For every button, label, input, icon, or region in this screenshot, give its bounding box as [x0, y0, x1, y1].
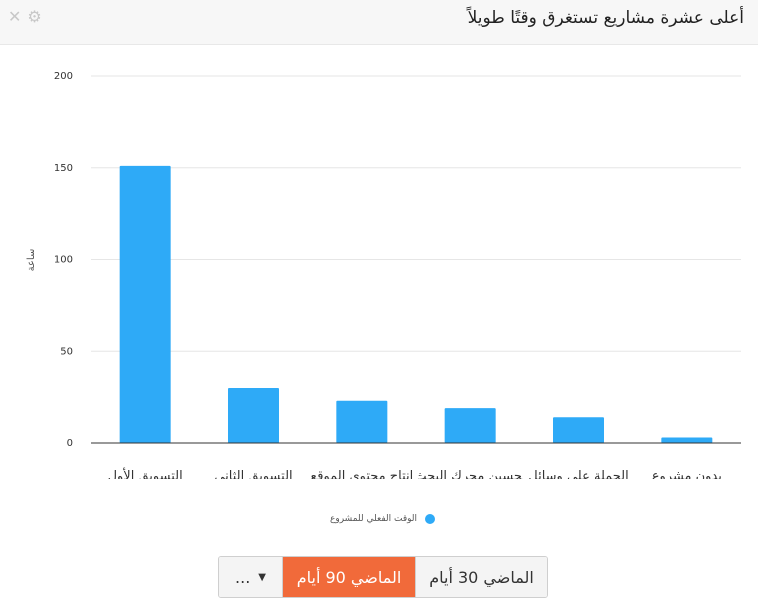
y-tick-label: 50: [60, 346, 73, 357]
bar-5[interactable]: [553, 417, 604, 443]
chart-legend[interactable]: الوقت الفعلي للمشروع: [330, 514, 436, 524]
y-axis-label: ساعة: [26, 249, 37, 272]
more-range-dropdown[interactable]: ... ▼: [219, 557, 283, 597]
time-range-buttons: ... ▼ الماضي 90 أيام الماضي 30 أيام: [218, 556, 548, 598]
y-tick-label: 0: [67, 438, 73, 449]
x-tick-label: الحملة على وسائل: [528, 469, 629, 484]
x-tick-label: تحسين محرك البحث: [414, 469, 526, 484]
bar-chart: 0 50 100 150 200 التسويق الأول التسويق الثانى…: [26, 71, 741, 484]
bar-6[interactable]: [661, 437, 713, 443]
gear-icon[interactable]: ⚙: [27, 7, 42, 26]
page-title: أعلى عشرة مشاريع تستغرق وقتًا طويلاً: [467, 8, 744, 28]
legend-marker: [425, 514, 436, 524]
chevron-down-icon: ▼: [258, 571, 266, 583]
last-90-days-button[interactable]: الماضي 90 أيام: [283, 557, 415, 597]
bar-2[interactable]: [228, 387, 279, 443]
x-axis-labels: التسويق الأول التسويق الثانى إنتاج محتوى ا…: [108, 467, 722, 484]
bar-4[interactable]: [444, 408, 496, 443]
grid-lines: [91, 75, 741, 352]
last-30-days-button[interactable]: الماضي 30 أيام: [415, 557, 547, 597]
more-label: ...: [235, 567, 251, 587]
header-icons: ✕ ⚙: [8, 8, 42, 26]
x-tick-label: التسويق الأول: [108, 467, 183, 484]
y-axis-ticks: 0 50 100 150 200: [54, 71, 73, 449]
last-30-days-label: الماضي 30 أيام: [429, 567, 534, 587]
y-tick-label: 200: [54, 71, 73, 82]
legend-label: الوقت الفعلي للمشروع: [330, 514, 418, 524]
bar-3[interactable]: [336, 400, 388, 443]
bars: [119, 165, 713, 443]
x-tick-label: التسويق الثانى: [214, 469, 292, 484]
x-tick-label: بدون مشروع: [652, 469, 722, 484]
panel-header: ✕ ⚙ أعلى عشرة مشاريع تستغرق وقتًا طويلاً: [0, 0, 758, 45]
close-icon[interactable]: ✕: [8, 7, 22, 26]
bar-1[interactable]: [119, 165, 171, 443]
y-tick-label: 100: [54, 255, 73, 266]
x-tick-label: إنتاج محتوى الموقع: [310, 469, 413, 484]
last-90-days-label: الماضي 90 أيام: [296, 567, 402, 587]
y-tick-label: 150: [54, 163, 73, 174]
